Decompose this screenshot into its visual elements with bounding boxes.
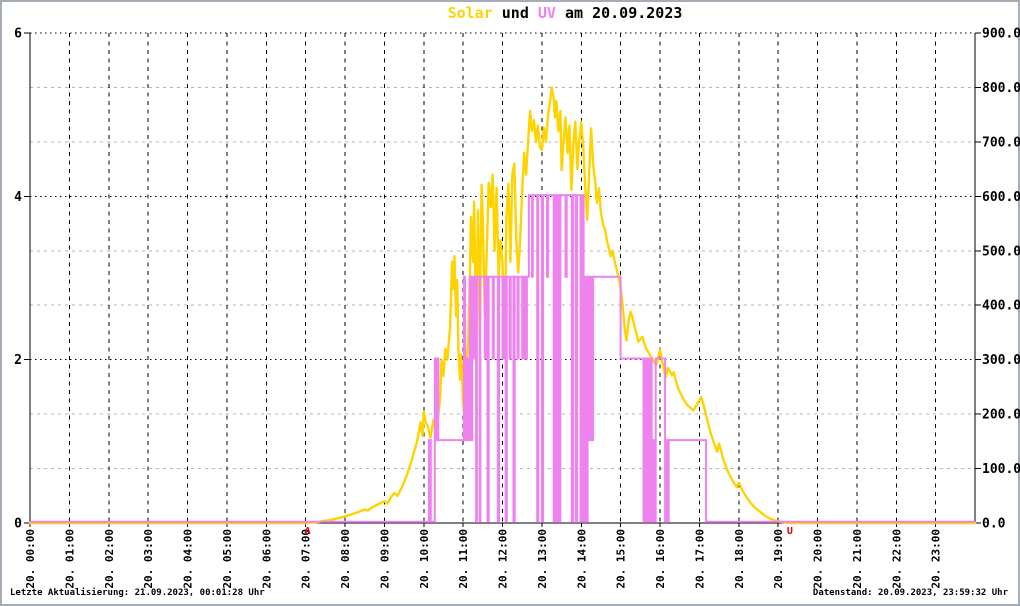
y-left-tick-label: 2 [14, 353, 22, 368]
title-date-text: am 20.09.2023 [555, 4, 683, 22]
y-right-tick-label: 800.0 [982, 81, 1020, 96]
y-right-tick-label: 500.0 [982, 244, 1020, 259]
x-tick-label: 20. 06:00 [260, 529, 273, 589]
y-right-tick-label: 400.0 [982, 299, 1020, 314]
x-tick-label: 20. 05:00 [221, 529, 234, 589]
title-uv-legend: UV [537, 4, 556, 22]
x-tick-label: 20. 15:00 [615, 529, 628, 589]
x-tick-label: 20. 04:00 [182, 529, 195, 589]
x-tick-label: 20. 17:00 [693, 529, 706, 589]
y-right-tick-label: 900.0 [982, 27, 1020, 42]
x-tick-label: 20. 23:00 [930, 529, 943, 589]
y-right-tick-label: 300.0 [982, 353, 1020, 368]
x-tick-label: 20. 00:00 [24, 529, 37, 589]
x-tick-label: 20. 18:00 [733, 529, 746, 589]
x-tick-label: 20. 21:00 [851, 529, 864, 589]
chart-title: Solar und UV am 20.09.2023 [448, 4, 683, 22]
y-right-tick-label: 200.0 [982, 408, 1020, 423]
x-tick-label: 20. 16:00 [654, 529, 667, 589]
footer-data-state: Datenstand: 20.09.2023, 23:59:32 Uhr [812, 588, 1008, 598]
y-right-tick-label: 600.0 [982, 190, 1020, 205]
sunset-marker: U [787, 526, 793, 537]
y-left-tick-label: 0 [14, 517, 22, 532]
x-tick-label: 20. 01:00 [63, 529, 76, 589]
footer-last-update: Letzte Aktualisierung: 21.09.2023, 00:01… [10, 588, 265, 598]
x-tick-label: 20. 14:00 [575, 529, 588, 589]
x-tick-label: 20. 02:00 [103, 529, 116, 589]
title-und-text: und [492, 4, 538, 22]
x-tick-label: 20. 03:00 [142, 529, 155, 589]
x-tick-label: 20. 11:00 [457, 529, 470, 589]
solar-line [28, 86, 977, 525]
x-tick-label: 20. 22:00 [890, 529, 903, 589]
y-right-tick-label: 0.0 [982, 517, 1006, 532]
uv-line [30, 194, 975, 523]
x-tick-label: 20. 19:00 [772, 529, 785, 589]
sunrise-marker: A [305, 526, 311, 537]
x-tick-label: 20. 09:00 [378, 529, 391, 589]
x-tick-label: 20. 07:00 [300, 529, 313, 589]
x-tick-label: 20. 08:00 [339, 529, 352, 589]
x-tick-label: 20. 13:00 [536, 529, 549, 589]
y-right-tick-label: 700.0 [982, 135, 1020, 150]
y-left-tick-label: 4 [14, 190, 22, 205]
title-solar-legend: Solar [447, 4, 493, 22]
chart-plot: 0 2 4 6 0.0 100.0 200.0 300.0 400.0 500.0 600.0 700… [14, 27, 1020, 589]
x-tick-label: 20. 12:00 [497, 529, 510, 589]
x-tick-label: 20. 20:00 [812, 529, 825, 589]
x-tick-label: 20. 10:00 [418, 529, 431, 589]
y-left-tick-label: 6 [14, 27, 22, 42]
y-right-tick-label: 100.0 [982, 462, 1020, 477]
